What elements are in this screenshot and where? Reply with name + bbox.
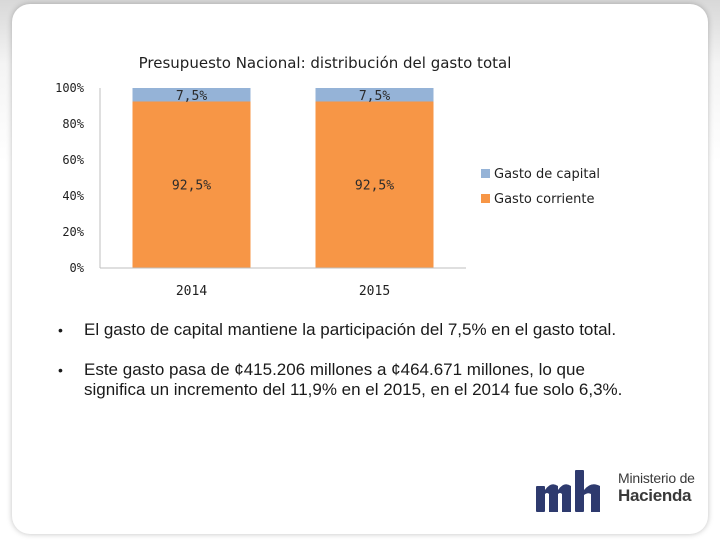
data-label: 7,5% <box>359 89 390 104</box>
ministerio-hacienda-logo: Ministerio de Hacienda <box>534 466 704 516</box>
y-tick-label: 60% <box>62 153 84 167</box>
data-label: 92,5% <box>172 179 211 194</box>
chart-title: Presupuesto Nacional: distribución del g… <box>139 54 512 72</box>
x-tick-label: 2014 <box>176 284 207 299</box>
y-tick-label: 40% <box>62 189 84 203</box>
bar-segment <box>315 88 434 102</box>
data-label: 92,5% <box>355 179 394 194</box>
bar-segment <box>132 88 251 102</box>
legend-swatch <box>481 169 490 178</box>
bullet-item: • El gasto de capital mantiene la partic… <box>58 320 638 340</box>
y-tick-label: 80% <box>62 117 84 131</box>
logo-line1: Ministerio de <box>618 470 695 486</box>
x-tick-label: 2015 <box>359 284 390 299</box>
bullet-dot: • <box>58 322 63 338</box>
legend-swatch <box>481 194 490 203</box>
bar-segment <box>315 101 434 268</box>
logo-text: Ministerio de Hacienda <box>618 470 695 504</box>
y-tick-label: 100% <box>55 81 85 95</box>
mh-logo-mark <box>536 470 600 512</box>
legend-label: Gasto corriente <box>494 192 595 207</box>
chart: Presupuesto Nacional: distribución del g… <box>55 54 600 299</box>
bullet-text: Este gasto pasa de ¢415.206 millones a ¢… <box>84 360 623 399</box>
logo-line2: Hacienda <box>618 486 692 505</box>
data-label: 7,5% <box>176 89 207 104</box>
bullet-text: El gasto de capital mantiene la particip… <box>84 320 617 339</box>
bullet-dot: • <box>58 362 63 378</box>
bar-segment <box>132 101 251 268</box>
bullet-list: • El gasto de capital mantiene la partic… <box>58 320 638 420</box>
bullet-item: • Este gasto pasa de ¢415.206 millones a… <box>58 360 638 400</box>
y-tick-label: 20% <box>62 225 84 239</box>
y-tick-label: 0% <box>70 261 85 275</box>
legend-label: Gasto de capital <box>494 167 600 182</box>
